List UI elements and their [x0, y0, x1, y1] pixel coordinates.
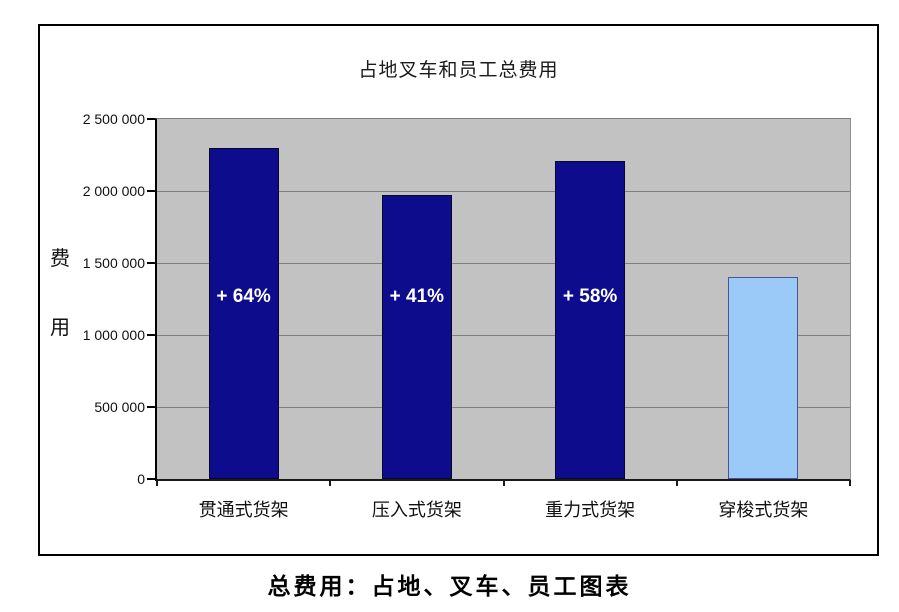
- y-tick-label: 500 000: [94, 399, 145, 415]
- y-tick-mark: [147, 190, 155, 192]
- x-category-label: 穿梭式货架: [718, 500, 809, 520]
- y-tick-label: 2 500 000: [82, 111, 145, 127]
- y-tick-mark: [147, 262, 155, 264]
- chart-caption: 总费用：占地、叉车、员工图表: [267, 574, 632, 599]
- gridline: [157, 191, 850, 192]
- plot-area: + 64% + 41% + 58%: [155, 118, 851, 481]
- x-tick-mark: [156, 480, 158, 486]
- bar-percent-label: + 58%: [562, 286, 618, 307]
- x-category-label: 重力式货架: [545, 500, 636, 520]
- x-category-label: 压入式货架: [371, 500, 462, 520]
- bar-穿梭式货架: [728, 277, 799, 479]
- y-axis-title: 费 用: [50, 242, 70, 340]
- y-tick-label: 0: [137, 471, 145, 487]
- gridline: [157, 407, 850, 408]
- x-category-label: 贯通式货架: [198, 500, 289, 520]
- chart-frame: 占地叉车和员工总费用 费 用 + 64% + 41% + 58% 0 500 000 1…: [38, 24, 879, 556]
- bar-压入式货架: + 41%: [381, 194, 452, 479]
- x-tick-mark: [329, 480, 332, 486]
- y-tick-mark: [147, 334, 155, 336]
- bar-percent-label: + 41%: [389, 286, 445, 307]
- chart-title: 占地叉车和员工总费用: [358, 60, 559, 81]
- bar-重力式货架: + 58%: [555, 160, 626, 479]
- bar-贯通式货架: + 64%: [208, 147, 279, 479]
- y-tick-mark: [147, 118, 155, 120]
- y-tick-label: 1 000 000: [82, 327, 145, 343]
- bar-percent-label: + 64%: [216, 286, 271, 307]
- gridline: [157, 263, 850, 264]
- y-tick-mark: [147, 406, 155, 408]
- y-tick-label: 2 000 000: [82, 183, 145, 199]
- gridline: [157, 335, 850, 336]
- y-axis-title-char-1: 费: [50, 248, 70, 270]
- y-tick-mark: [147, 478, 155, 480]
- x-tick-mark: [675, 480, 678, 486]
- x-tick-mark: [849, 480, 851, 486]
- y-axis-title-char-2: 用: [50, 317, 70, 339]
- x-tick-mark: [502, 480, 505, 486]
- y-tick-label: 1 500 000: [82, 255, 145, 271]
